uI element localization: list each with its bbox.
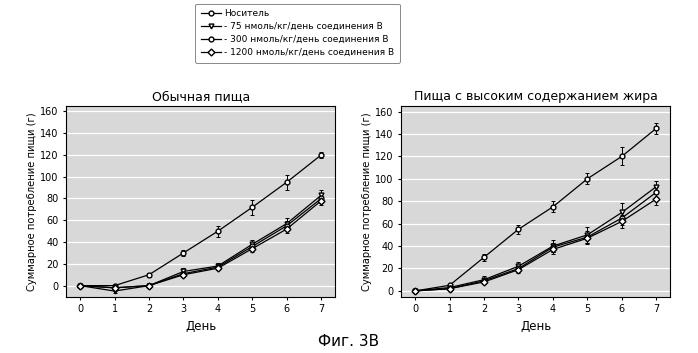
X-axis label: День: День (520, 320, 551, 333)
Y-axis label: Суммарное потребление пищи (г): Суммарное потребление пищи (г) (27, 112, 38, 291)
Legend: Носитель, - 75 нмоль/кг/день соединения В, - 300 нмоль/кг/день соединения В, - 1: Носитель, - 75 нмоль/кг/день соединения … (195, 4, 400, 62)
X-axis label: День: День (185, 320, 216, 333)
Y-axis label: Суммарное потребление пищи (г): Суммарное потребление пищи (г) (362, 112, 373, 291)
Title: Обычная пища: Обычная пища (151, 90, 250, 103)
Title: Пища с высоким содержанием жира: Пища с высоким содержанием жира (414, 90, 658, 103)
Text: Фиг. 3В: Фиг. 3В (318, 335, 380, 349)
